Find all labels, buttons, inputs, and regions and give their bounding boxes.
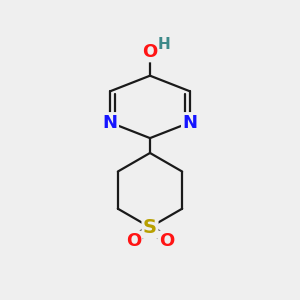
Text: S: S — [143, 218, 157, 237]
Text: O: O — [142, 43, 158, 61]
Text: N: N — [103, 113, 118, 131]
Text: O: O — [159, 232, 174, 250]
Text: O: O — [126, 232, 141, 250]
Text: N: N — [182, 113, 197, 131]
Text: H: H — [158, 37, 171, 52]
